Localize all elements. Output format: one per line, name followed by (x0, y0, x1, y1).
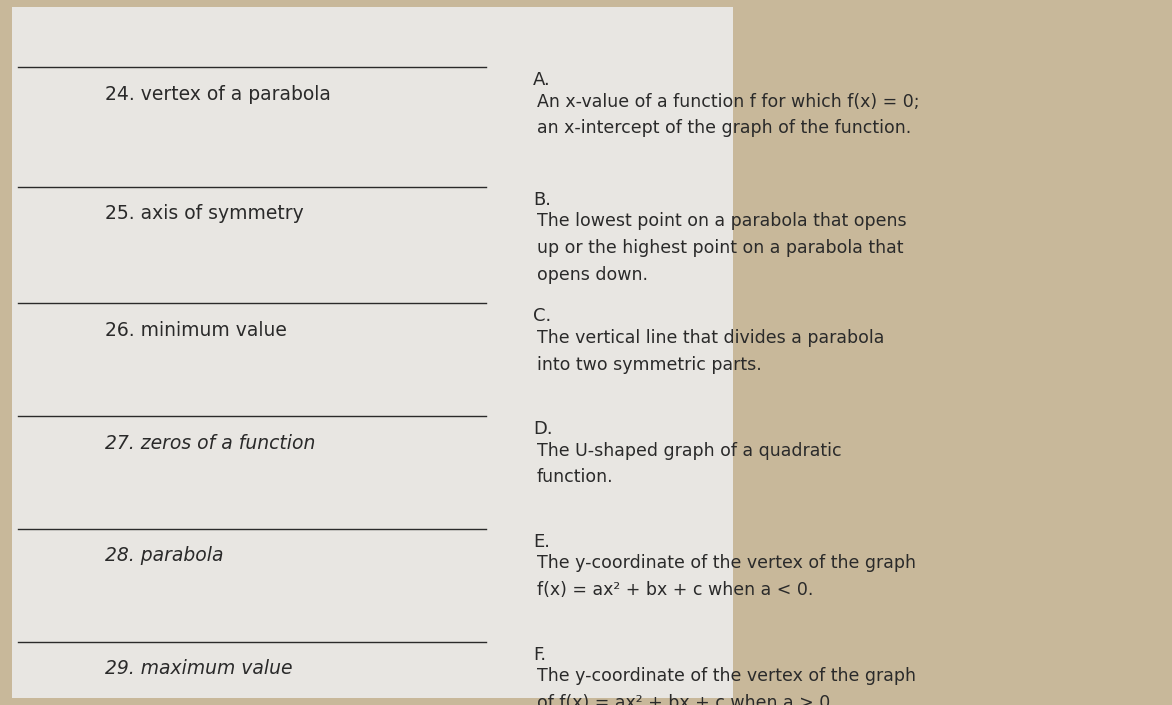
Text: The y-coordinate of the vertex of the graph: The y-coordinate of the vertex of the gr… (537, 667, 915, 685)
Text: The vertical line that divides a parabola: The vertical line that divides a parabol… (537, 329, 884, 347)
Text: The y-coordinate of the vertex of the graph: The y-coordinate of the vertex of the gr… (537, 554, 915, 572)
FancyBboxPatch shape (12, 7, 732, 698)
Text: 25. axis of symmetry: 25. axis of symmetry (105, 204, 305, 223)
Text: E.: E. (533, 533, 551, 551)
Text: The U-shaped graph of a quadratic: The U-shaped graph of a quadratic (537, 441, 841, 460)
Text: 27. zeros of a function: 27. zeros of a function (105, 434, 316, 453)
Text: 24. vertex of a parabola: 24. vertex of a parabola (105, 85, 332, 104)
Text: B.: B. (533, 191, 551, 209)
Text: The lowest point on a parabola that opens: The lowest point on a parabola that open… (537, 212, 906, 231)
Text: an x-intercept of the graph of the function.: an x-intercept of the graph of the funct… (537, 119, 911, 137)
Text: 26. minimum value: 26. minimum value (105, 321, 287, 340)
Text: A.: A. (533, 71, 551, 90)
Text: into two symmetric parts.: into two symmetric parts. (537, 355, 762, 374)
Text: 29. maximum value: 29. maximum value (105, 659, 293, 678)
Text: An x-value of a function f for which f(x) = 0;: An x-value of a function f for which f(x… (537, 92, 919, 111)
Text: C.: C. (533, 307, 552, 326)
Text: function.: function. (537, 468, 613, 486)
Text: f(x) = ax² + bx + c when a < 0.: f(x) = ax² + bx + c when a < 0. (537, 581, 813, 599)
Text: up or the highest point on a parabola that: up or the highest point on a parabola th… (537, 239, 904, 257)
Text: opens down.: opens down. (537, 266, 648, 284)
Text: F.: F. (533, 646, 546, 664)
Text: 28. parabola: 28. parabola (105, 546, 224, 565)
Text: D.: D. (533, 420, 553, 439)
Text: of f(x) = ax² + bx + c when a > 0.: of f(x) = ax² + bx + c when a > 0. (537, 694, 836, 705)
